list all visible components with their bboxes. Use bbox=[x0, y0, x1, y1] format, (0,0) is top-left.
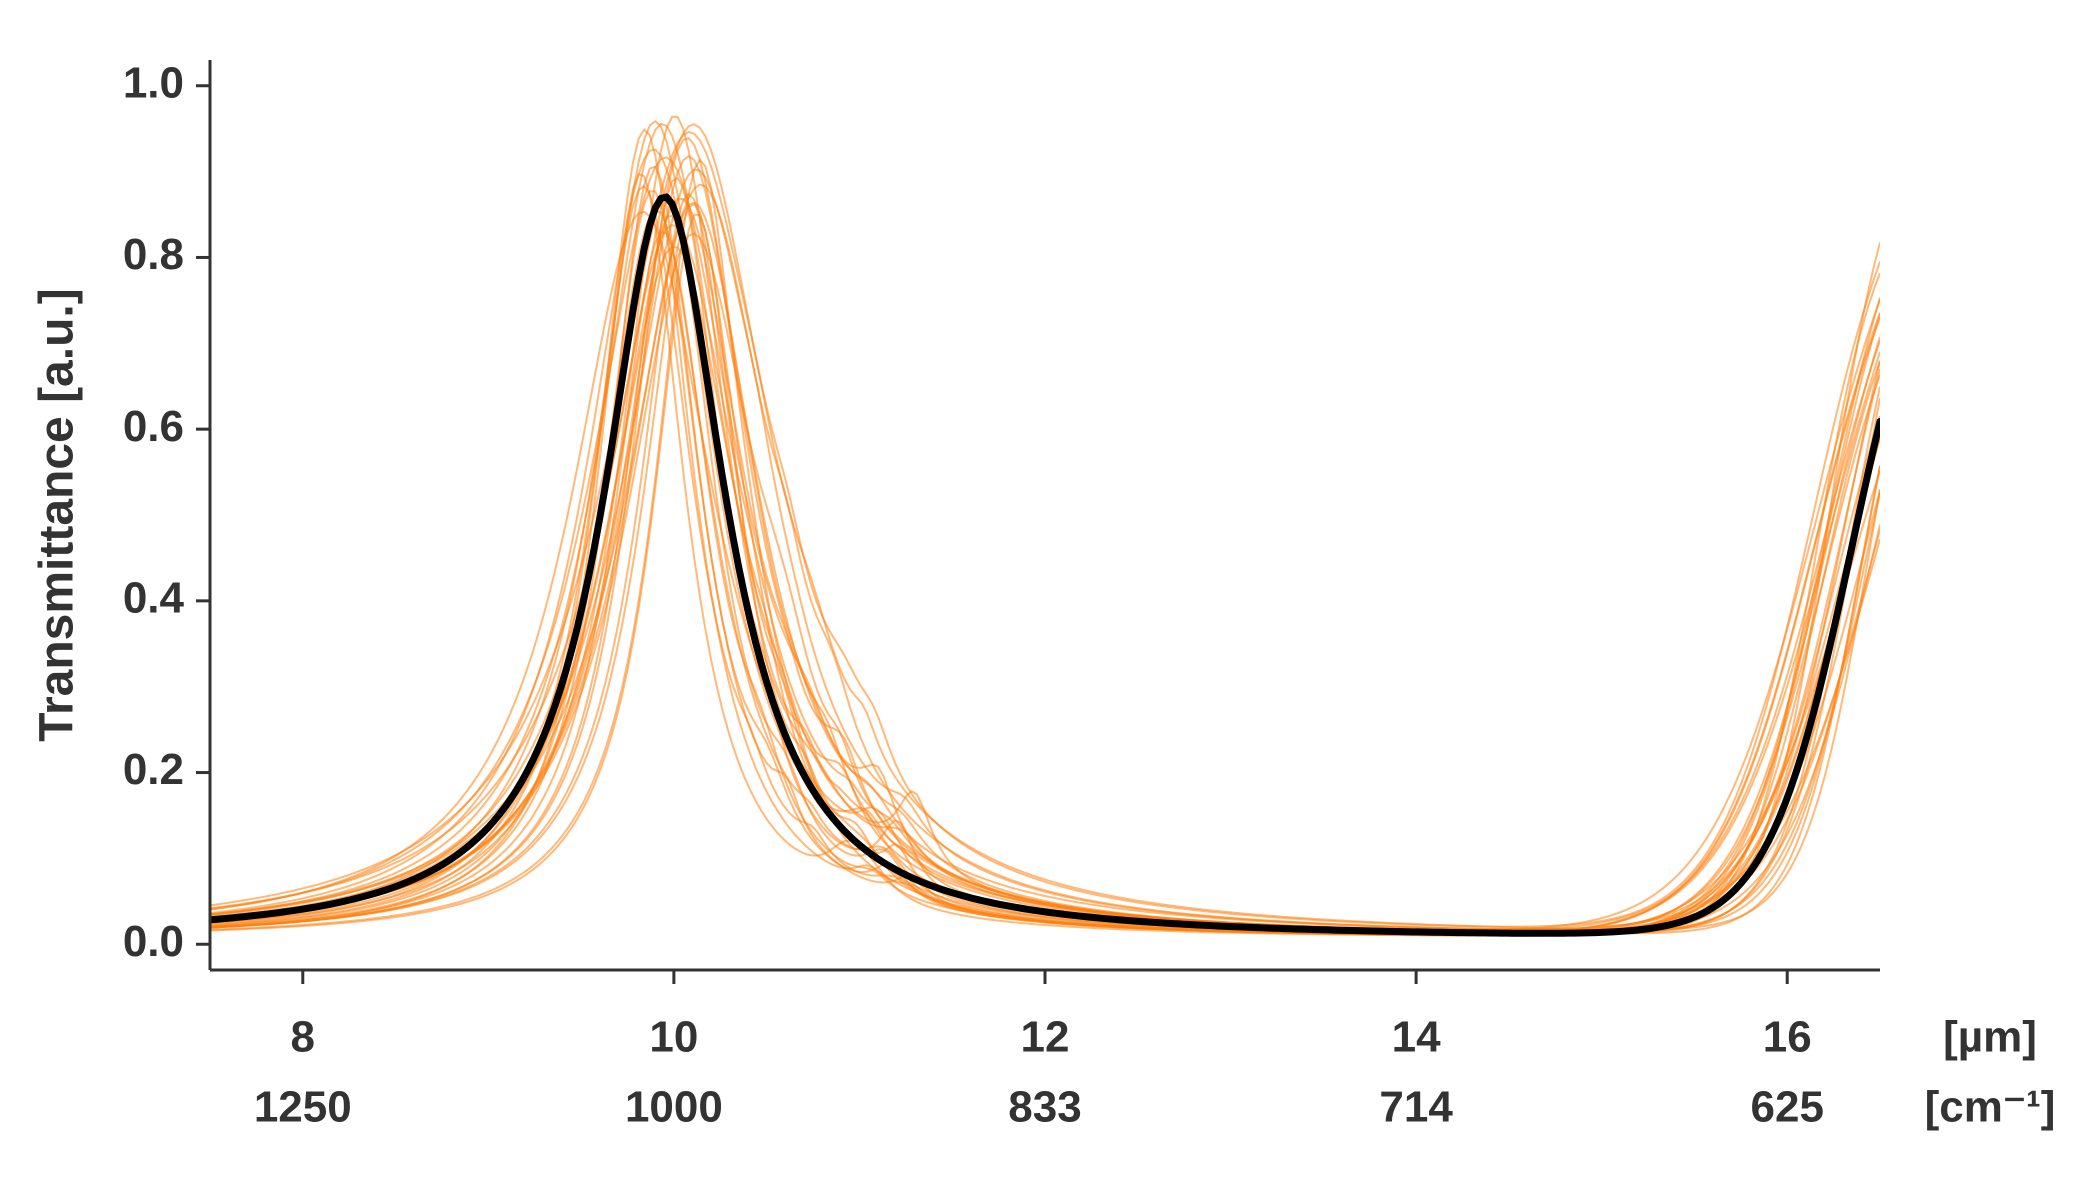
y-tick-label: 0.8 bbox=[123, 230, 184, 279]
x-unit-micron: [µm] bbox=[1943, 1013, 2037, 1062]
y-tick-label: 0.0 bbox=[123, 917, 184, 966]
x-tick-label-micron: 16 bbox=[1763, 1013, 1812, 1062]
x-unit-wavenumber: [cm⁻¹] bbox=[1925, 1083, 2056, 1132]
x-tick-label-wavenumber: 1000 bbox=[625, 1083, 723, 1132]
x-tick-label-wavenumber: 625 bbox=[1751, 1083, 1824, 1132]
chart-svg: 0.0 0.2 0.4 0.6 0.8 1.0 Transmittance [a.u.] 8 1… bbox=[0, 0, 2100, 1200]
x-tick-label-wavenumber: 714 bbox=[1379, 1083, 1453, 1132]
x-tick-label-micron: 8 bbox=[291, 1013, 315, 1062]
x-tick-label-wavenumber: 1250 bbox=[254, 1083, 352, 1132]
y-tick-label: 0.4 bbox=[123, 573, 185, 622]
y-axis-label: Transmittance [a.u.] bbox=[31, 288, 84, 741]
x-tick-label-micron: 12 bbox=[1021, 1013, 1070, 1062]
y-tick-label: 0.6 bbox=[123, 402, 184, 451]
y-tick-label: 0.2 bbox=[123, 745, 184, 794]
y-tick-label: 1.0 bbox=[123, 58, 184, 107]
x-tick-label-micron: 10 bbox=[649, 1013, 698, 1062]
transmittance-chart: 0.0 0.2 0.4 0.6 0.8 1.0 Transmittance [a.u.] 8 1… bbox=[0, 0, 2100, 1200]
x-tick-label-micron: 14 bbox=[1392, 1013, 1441, 1062]
x-tick-label-wavenumber: 833 bbox=[1008, 1083, 1081, 1132]
